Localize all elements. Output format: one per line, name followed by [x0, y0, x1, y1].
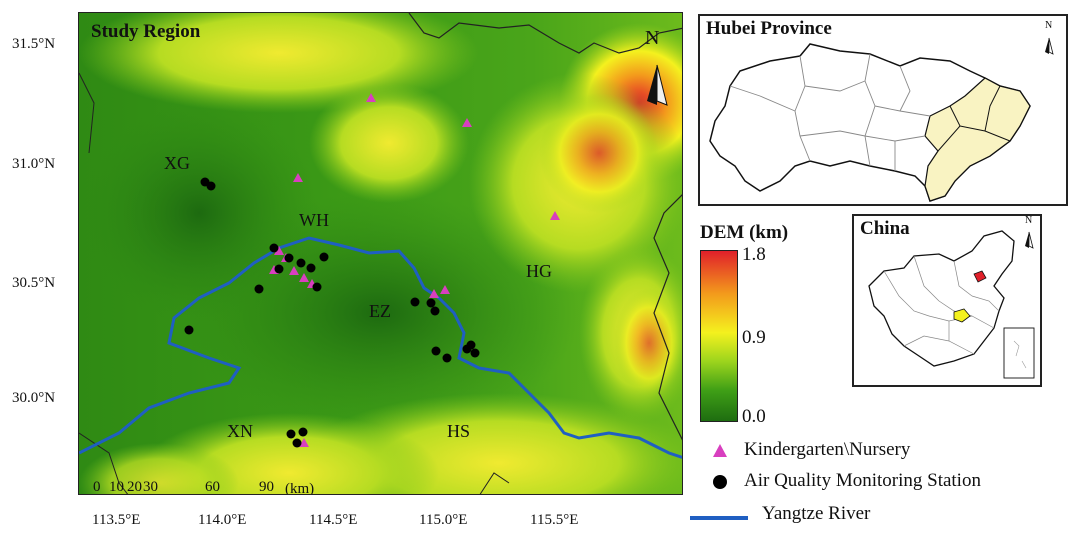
region-label-ez: EZ [369, 301, 391, 321]
dem-terrain [79, 13, 682, 494]
north-arrow-icon [647, 64, 668, 106]
region-label-xn: XN [227, 421, 253, 441]
china-map [868, 230, 1035, 379]
lat-tick-label: 30.5°N [12, 275, 56, 291]
lon-tick-label: 115.5°E [530, 512, 579, 528]
station-markers [184, 177, 480, 448]
dem-legend-title: DEM (km) [700, 222, 789, 243]
scale-label: 20 [127, 479, 142, 495]
legend-kindergarten-label: Kindergarten\Nursery [744, 439, 911, 460]
china-inset: China N [852, 214, 1042, 387]
scale-label: 90 [259, 479, 274, 495]
lon-tick-label: 115.0°E [419, 512, 468, 528]
north-arrow-icon [1045, 37, 1054, 55]
legend-station-label: Air Quality Monitoring Station [744, 470, 981, 491]
dem-max-label: 1.8 [742, 244, 766, 265]
main-map: Study Region N XG WH EZ HG XN HS [78, 12, 683, 495]
lat-tick-label: 31.0°N [12, 156, 56, 172]
scale-label: 30 [143, 479, 158, 495]
scale-unit: (km) [285, 481, 315, 495]
region-label-wh: WH [299, 210, 329, 230]
region-label-hg: HG [526, 261, 552, 281]
lat-tick-label: 30.0°N [12, 390, 56, 406]
legend-river-label: Yangtze River [762, 503, 871, 524]
north-arrow-icon [1025, 231, 1034, 249]
scale-label: 60 [205, 479, 220, 495]
region-label-xg: XG [164, 153, 190, 173]
lon-tick-label: 113.5°E [92, 512, 141, 528]
map-markers [184, 93, 560, 448]
lat-tick-label: 31.5°N [12, 36, 56, 52]
hubei-north-label: N [1045, 20, 1053, 31]
lon-tick-label: 114.5°E [309, 512, 358, 528]
circle-icon [713, 475, 727, 489]
hubei-inset-title: Hubei Province [706, 18, 832, 39]
kindergarten-markers [269, 93, 560, 447]
north-label: N [645, 27, 660, 49]
scale-label: 0 [93, 479, 101, 495]
hubei-inset: Hubei Province N [698, 14, 1068, 206]
dem-mid-label: 0.9 [742, 327, 766, 348]
china-north-label: N [1025, 215, 1033, 226]
region-label-hs: HS [447, 421, 471, 441]
hubei-map [709, 37, 1054, 202]
triangle-icon [713, 444, 727, 457]
china-inset-title: China [860, 218, 910, 239]
dem-min-label: 0.0 [742, 406, 766, 427]
dem-colorbar [700, 250, 738, 422]
main-map-title: Study Region [91, 21, 201, 42]
lon-tick-label: 114.0°E [198, 512, 247, 528]
scale-label: 10 [109, 479, 124, 495]
river-line-icon [690, 516, 748, 520]
yangtze-river-line [79, 236, 682, 459]
